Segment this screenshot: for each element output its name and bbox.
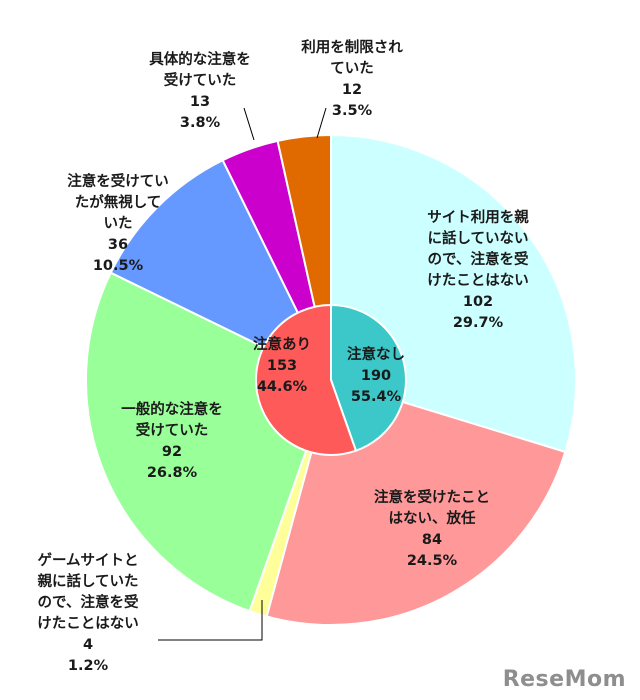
inner-label-0-count: 153 bbox=[266, 358, 298, 374]
outer-label-1-name-line-1: はない、放任 bbox=[388, 511, 476, 527]
leader-line-restricted bbox=[316, 107, 327, 139]
outer-label-4-name-line-1: たが無視して bbox=[74, 195, 162, 211]
outer-label-5-name-line-1: 受けていた bbox=[163, 73, 237, 89]
outer-label-1-name-line-0: 注意を受けたこと bbox=[374, 490, 490, 506]
outer-label-5-count: 13 bbox=[189, 94, 211, 110]
inner-label-0-name-line-0: 注意あり bbox=[253, 337, 311, 353]
inner-label-0: 注意あり 153 44.6% bbox=[237, 335, 327, 398]
outer-label-6-percent: 3.5% bbox=[331, 103, 373, 119]
outer-label-0-name-line-2: ので、注意を受 bbox=[427, 252, 529, 268]
outer-label-2-name-line-3: けたことはない bbox=[37, 616, 139, 632]
inner-slice-1 bbox=[255, 303, 358, 456]
outer-slice-4 bbox=[109, 158, 334, 383]
leader-line-game-site bbox=[158, 600, 263, 641]
outer-label-0-name-line-3: けたことはない bbox=[427, 273, 529, 289]
outer-label-3-name-line-0: 一般的な注意を bbox=[121, 402, 223, 418]
outer-label-4-name-line-2: いた bbox=[103, 216, 133, 232]
outer-label-2-percent: 1.2% bbox=[67, 658, 109, 674]
inner-ring bbox=[255, 303, 407, 456]
outer-label-0-count: 102 bbox=[462, 294, 494, 310]
inner-label-1: 注意なし 190 55.4% bbox=[331, 345, 421, 408]
leader-lines bbox=[158, 107, 327, 641]
outer-label-1-count: 84 bbox=[421, 532, 443, 548]
outer-label-1-percent: 24.5% bbox=[406, 553, 458, 569]
outer-label-6-name-line-1: ていた bbox=[330, 61, 374, 77]
outer-label-0: サイト利用を親 に話していない ので、注意を受 けたことはない 102 29.7% bbox=[388, 208, 568, 334]
outer-label-2-name-line-0: ゲームサイトと bbox=[37, 553, 139, 569]
outer-label-3-name-line-1: 受けていた bbox=[135, 423, 209, 439]
outer-label-5-name-line-0: 具体的な注意を bbox=[149, 52, 251, 68]
outer-label-2-name-line-1: 親に話していた bbox=[37, 574, 139, 590]
outer-label-5: 具体的な注意を 受けていた 13 3.8% bbox=[115, 50, 285, 134]
inner-slice-0 bbox=[330, 303, 407, 453]
outer-label-5-percent: 3.8% bbox=[179, 115, 221, 131]
outer-label-4-name-line-0: 注意を受けてい bbox=[67, 174, 169, 190]
inner-label-1-percent: 55.4% bbox=[350, 389, 402, 405]
outer-label-4: 注意を受けてい たが無視して いた 36 10.5% bbox=[33, 172, 203, 277]
outer-label-3: 一般的な注意を 受けていた 92 26.8% bbox=[82, 400, 262, 484]
outer-label-6-count: 12 bbox=[341, 82, 363, 98]
outer-label-6-name-line-0: 利用を制限され bbox=[301, 40, 403, 56]
outer-label-4-count: 36 bbox=[107, 237, 129, 253]
leader-line-specific bbox=[243, 107, 255, 141]
outer-label-2: ゲームサイトと 親に話していた ので、注意を受 けたことはない 4 1.2% bbox=[3, 551, 173, 677]
outer-label-3-percent: 26.8% bbox=[146, 465, 198, 481]
watermark: ReseMom bbox=[502, 667, 626, 692]
inner-label-1-name-line-0: 注意なし bbox=[347, 347, 405, 363]
inner-label-0-percent: 44.6% bbox=[256, 379, 308, 395]
outer-label-6: 利用を制限され ていた 12 3.5% bbox=[267, 38, 437, 122]
outer-label-3-count: 92 bbox=[161, 444, 183, 460]
outer-label-2-count: 4 bbox=[82, 637, 94, 653]
outer-label-0-name-line-0: サイト利用を親 bbox=[427, 210, 529, 226]
outer-label-0-percent: 29.7% bbox=[452, 315, 504, 331]
outer-label-2-name-line-2: ので、注意を受 bbox=[37, 595, 139, 611]
outer-label-0-name-line-1: に話していない bbox=[427, 231, 529, 247]
outer-label-1: 注意を受けたこと はない、放任 84 24.5% bbox=[332, 488, 532, 572]
outer-label-4-percent: 10.5% bbox=[92, 258, 144, 274]
inner-label-1-count: 190 bbox=[360, 368, 392, 384]
